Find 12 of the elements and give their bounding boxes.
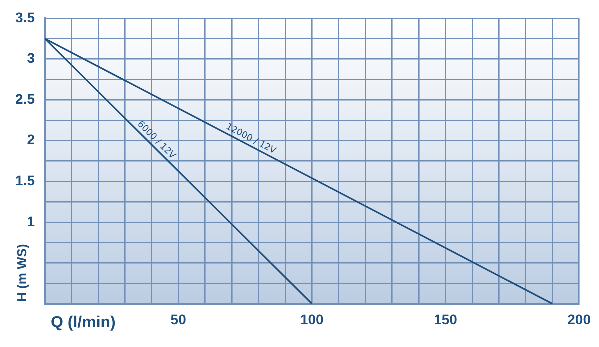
y-tick-label: 1.5 [16,172,36,188]
y-axis-title: H (m WS) [14,244,30,302]
y-tick-label: 3.5 [16,9,36,26]
y-tick-label: 2 [27,132,36,148]
y-tick-label: 2.5 [16,90,36,107]
x-tick-label: 150 [434,311,458,328]
x-tick-label: 50 [170,311,187,328]
x-tick-label: 200 [568,311,592,328]
x-tick-label: 100 [300,311,324,328]
y-tick-label: 1 [27,213,36,230]
x-axis-title: Q (l/min) [51,314,116,332]
y-tick-label: 3 [27,50,36,66]
